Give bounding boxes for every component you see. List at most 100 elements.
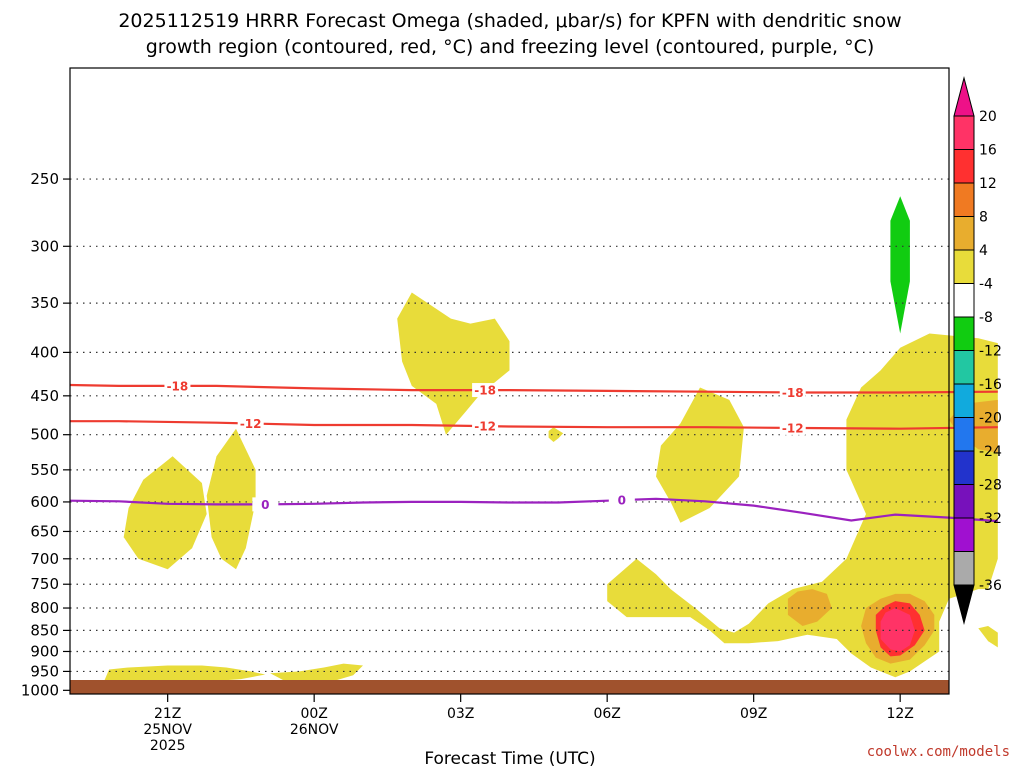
y-tick-label-900: 900 <box>30 642 59 660</box>
title-line-1: 2025112519 HRRR Forecast Omega (shaded, … <box>118 10 901 32</box>
y-tick-label-300: 300 <box>30 237 59 255</box>
colorbar-label-7: -12 <box>979 344 1002 360</box>
y-tick-label-250: 250 <box>30 170 59 188</box>
x-tick-label-0-0: 21Z <box>154 706 181 722</box>
y-tick-label-450: 450 <box>30 387 59 405</box>
ascent-green-2 <box>397 96 432 187</box>
colorbar-swatch-13 <box>953 551 975 586</box>
colorbar-bottom-arrow <box>953 584 975 625</box>
colorbar-label-13: -36 <box>979 578 1002 594</box>
colorbar-swatch-6 <box>953 316 975 351</box>
colorbar-label-5: -4 <box>979 277 993 293</box>
colorbar-label-2: 12 <box>979 176 997 192</box>
descent-yellow-9 <box>978 626 998 648</box>
descent-yellow-7 <box>104 665 266 683</box>
title-line-2: growth region (contoured, red, °C) and f… <box>146 36 875 58</box>
colorbar-swatch-2 <box>953 182 975 217</box>
ascent-green-6 <box>50 584 124 639</box>
plot-border <box>69 67 950 695</box>
dgz-minus18-label-bg-1 <box>472 383 499 398</box>
ascent-green-4 <box>304 368 339 428</box>
descent-yellow-2 <box>123 456 207 570</box>
colorbar-label-3: 8 <box>979 210 988 226</box>
y-tick-label-800: 800 <box>30 599 59 617</box>
dgz-minus12-label-2: -12 <box>782 421 804 435</box>
freezing-level-label-1: 0 <box>618 494 626 508</box>
dgz-minus12-label-1: -12 <box>474 420 496 434</box>
colorbar-label-8: -16 <box>979 377 1002 393</box>
freezing-level-label-bg-0 <box>252 497 279 512</box>
colorbar-label-1: 16 <box>979 143 997 159</box>
x-tick-label-0-1: 25NOV <box>143 722 192 738</box>
descent-pink-1 <box>880 608 915 652</box>
x-tick-label-1-1: 26NOV <box>290 722 339 738</box>
colorbar-swatch-3 <box>953 216 975 251</box>
dgz-minus18-label-0: -18 <box>167 379 189 393</box>
x-axis-title: Forecast Time (UTC) <box>424 749 595 768</box>
colorbar-label-6: -8 <box>979 310 993 326</box>
colorbar-swatch-7 <box>953 350 975 385</box>
y-tick-label-500: 500 <box>30 426 59 444</box>
dgz-minus12-line <box>70 420 998 430</box>
dgz-minus18-label-bg-2 <box>779 385 806 400</box>
dgz-minus12-label-0: -12 <box>240 417 262 431</box>
colorbar: 20 16 12 8 4 -4 -8 -12 -16 -20 -24 -28 -32 -36 <box>953 76 1002 625</box>
colorbar-swatch-4 <box>953 249 975 284</box>
y-tick-label-850: 850 <box>30 621 59 639</box>
dgz-minus18-label-2: -18 <box>782 386 804 400</box>
dgz-minus12-label-bg-2 <box>779 420 806 435</box>
colorbar-swatch-9 <box>953 417 975 452</box>
y-tick-label-600: 600 <box>30 493 59 511</box>
colorbar-label-10: -24 <box>979 444 1002 460</box>
x-tick-label-5-0: 12Z <box>886 706 913 722</box>
descent-yellow-4 <box>548 427 564 442</box>
colorbar-swatch-10 <box>953 450 975 485</box>
x-tick-label-2-0: 03Z <box>447 706 474 722</box>
ascent-green-7 <box>353 548 437 666</box>
y-tick-label-650: 650 <box>30 522 59 540</box>
dgz-minus12-label-bg-0 <box>237 416 264 431</box>
freezing-level-label-0: 0 <box>261 498 269 512</box>
plot-area <box>30 68 998 683</box>
colorbar-swatch-1 <box>953 149 975 184</box>
colorbar-swatch-0 <box>953 115 975 150</box>
y-tick-label-550: 550 <box>30 461 59 479</box>
y-tick-label-1000: 1000 <box>21 681 59 699</box>
ground-bar <box>70 680 949 694</box>
colorbar-label-0: 20 <box>979 109 997 125</box>
chart-title: 2025112519 HRRR Forecast Omega (shaded, … <box>118 10 901 58</box>
y-tick-label-700: 700 <box>30 550 59 568</box>
descent-yellow-8 <box>270 663 363 683</box>
colorbar-swatch-5 <box>953 283 975 318</box>
colorbar-label-9: -20 <box>979 411 1002 427</box>
colorbar-label-4: 4 <box>979 243 988 259</box>
colorbar-label-11: -28 <box>979 478 1002 494</box>
x-tick-label-4-0: 09Z <box>740 706 767 722</box>
descent-yellow-5 <box>656 387 744 523</box>
dgz-minus18-label-1: -18 <box>474 384 496 398</box>
ascent-teal-1 <box>890 196 910 334</box>
ascent-green-5 <box>338 397 417 520</box>
dgz-minus18-label-bg-0 <box>164 378 191 393</box>
colorbar-swatch-8 <box>953 383 975 418</box>
y-axis: 250 300 350 400 450 500 550 600 650 700 750 800 850 9… <box>21 170 70 699</box>
x-tick-label-1-0: 00Z <box>300 706 327 722</box>
x-tick-label-0-2: 2025 <box>150 738 186 754</box>
y-tick-label-950: 950 <box>30 662 59 680</box>
y-tick-label-750: 750 <box>30 575 59 593</box>
freezing-level-label-bg-1 <box>608 493 635 508</box>
freezing-level-line <box>69 497 998 523</box>
descent-yellow-3 <box>206 428 256 570</box>
descent-yellow-1 <box>397 292 510 435</box>
colorbar-swatch-11 <box>953 484 975 519</box>
colorbar-top-arrow <box>953 76 975 117</box>
credit-text: coolwx.com/models <box>867 744 1010 760</box>
descent-orange-1 <box>787 589 832 626</box>
colorbar-swatch-12 <box>953 517 975 552</box>
contours: -18 -18 -18 -12 -12 -12 0 0 <box>69 378 998 523</box>
y-tick-label-350: 350 <box>30 294 59 312</box>
colorbar-label-12: -32 <box>979 511 1002 527</box>
dgz-minus12-label-bg-1 <box>472 419 499 434</box>
